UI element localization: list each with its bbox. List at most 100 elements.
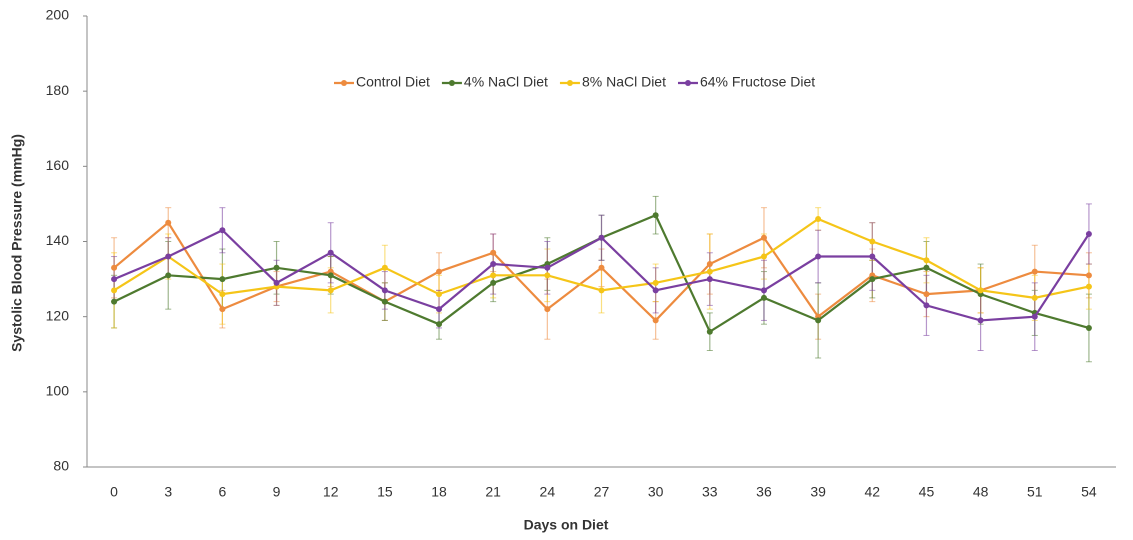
x-tick-label: 30: [648, 484, 664, 500]
x-tick-label: 54: [1081, 484, 1097, 500]
y-axis-label: Systolic Blood Pressure (mmHg): [9, 134, 25, 352]
point: [327, 249, 334, 256]
point: [652, 317, 659, 324]
point: [490, 261, 497, 268]
point: [1031, 294, 1038, 301]
point: [869, 276, 876, 283]
point: [977, 317, 984, 324]
point: [436, 268, 443, 275]
point: [923, 264, 930, 271]
point: [706, 328, 713, 335]
legend-label: Control Diet: [356, 74, 430, 90]
point: [760, 253, 767, 260]
point: [327, 272, 334, 279]
point: [436, 306, 443, 313]
x-tick-label: 36: [756, 484, 772, 500]
x-axis-label: Days on Diet: [524, 517, 609, 533]
point: [652, 279, 659, 286]
point: [598, 264, 605, 271]
point: [706, 276, 713, 283]
point: [815, 215, 822, 222]
point: [219, 276, 226, 283]
point: [111, 276, 118, 283]
point: [544, 264, 551, 271]
point: [165, 219, 172, 226]
x-tick-label: 51: [1027, 484, 1043, 500]
point: [381, 264, 388, 271]
legend-label: 64% Fructose Diet: [700, 74, 815, 90]
point: [1085, 272, 1092, 279]
point: [165, 253, 172, 260]
y-tick-label: 80: [53, 458, 69, 474]
point: [111, 287, 118, 294]
y-tick-label: 100: [46, 383, 70, 399]
point: [111, 264, 118, 271]
point: [977, 287, 984, 294]
x-tick-label: 45: [919, 484, 935, 500]
point: [544, 306, 551, 313]
legend-marker: [684, 80, 691, 86]
point: [273, 279, 280, 286]
point: [381, 298, 388, 305]
x-tick-label: 9: [273, 484, 281, 500]
y-tick-label: 180: [46, 82, 70, 98]
point: [436, 321, 443, 328]
x-tick-label: 6: [218, 484, 226, 500]
y-tick-label: 200: [46, 7, 70, 23]
point: [760, 287, 767, 294]
x-tick-label: 48: [973, 484, 989, 500]
point: [869, 238, 876, 245]
legend-marker: [341, 80, 347, 86]
point: [652, 287, 659, 294]
x-tick-label: 21: [485, 484, 501, 500]
x-tick-label: 24: [540, 484, 556, 500]
point: [815, 253, 822, 260]
x-tick-label: 18: [431, 484, 447, 500]
point: [923, 257, 930, 264]
point: [652, 212, 659, 219]
point: [1085, 283, 1092, 290]
x-tick-label: 33: [702, 484, 718, 500]
point: [436, 291, 443, 298]
point: [490, 272, 497, 279]
x-tick-label: 3: [164, 484, 172, 500]
point: [760, 234, 767, 241]
y-tick-label: 140: [46, 232, 70, 248]
point: [598, 287, 605, 294]
point: [1085, 324, 1092, 331]
point: [706, 261, 713, 268]
point: [706, 268, 713, 275]
point: [111, 298, 118, 305]
x-tick-label: 0: [110, 484, 118, 500]
point: [923, 302, 930, 309]
y-tick-label: 120: [46, 307, 70, 323]
legend-label: 4% NaCl Diet: [464, 74, 548, 90]
point: [219, 227, 226, 234]
x-tick-label: 15: [377, 484, 393, 500]
legend-label: 8% NaCl Diet: [582, 74, 666, 90]
point: [327, 287, 334, 294]
point: [273, 264, 280, 271]
point: [165, 272, 172, 279]
point: [219, 291, 226, 298]
point: [1031, 268, 1038, 275]
x-tick-label: 12: [323, 484, 339, 500]
point: [490, 279, 497, 286]
point: [219, 306, 226, 313]
point: [923, 291, 930, 298]
point: [381, 287, 388, 294]
point: [544, 272, 551, 279]
point: [490, 249, 497, 256]
point: [1085, 230, 1092, 237]
point: [760, 294, 767, 301]
x-tick-label: 27: [594, 484, 610, 500]
legend-marker: [566, 80, 573, 86]
point: [815, 317, 822, 324]
x-tick-label: 42: [865, 484, 881, 500]
point: [1031, 313, 1038, 320]
point: [869, 253, 876, 260]
point: [598, 234, 605, 241]
y-tick-label: 160: [46, 157, 70, 173]
x-tick-label: 39: [810, 484, 826, 500]
